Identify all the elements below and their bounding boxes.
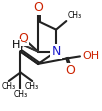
Text: OH: OH	[82, 51, 99, 61]
Text: CH₃: CH₃	[2, 82, 16, 91]
Text: O: O	[18, 32, 28, 45]
Text: N: N	[51, 45, 61, 58]
Text: CH₃: CH₃	[25, 82, 39, 91]
Text: CH₃: CH₃	[13, 90, 28, 99]
Text: O: O	[33, 1, 43, 14]
Text: O: O	[65, 64, 75, 77]
Text: H: H	[12, 40, 21, 50]
Text: CH₃: CH₃	[67, 11, 81, 20]
Text: ··: ··	[23, 39, 28, 48]
